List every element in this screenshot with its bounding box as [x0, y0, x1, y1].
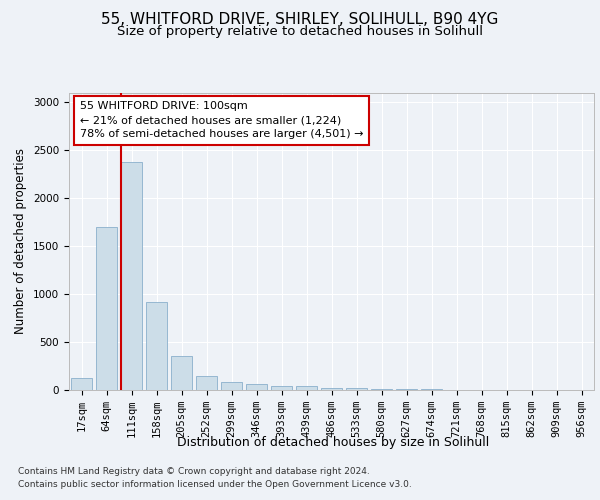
Text: Contains HM Land Registry data © Crown copyright and database right 2024.: Contains HM Land Registry data © Crown c…	[18, 467, 370, 476]
Text: Size of property relative to detached houses in Solihull: Size of property relative to detached ho…	[117, 25, 483, 38]
Bar	[96, 227, 117, 390]
Text: Distribution of detached houses by size in Solihull: Distribution of detached houses by size …	[177, 436, 489, 449]
Bar	[171, 356, 192, 390]
Y-axis label: Number of detached properties: Number of detached properties	[14, 148, 28, 334]
Bar	[321, 388, 342, 390]
Text: 55, WHITFORD DRIVE, SHIRLEY, SOLIHULL, B90 4YG: 55, WHITFORD DRIVE, SHIRLEY, SOLIHULL, B…	[101, 12, 499, 28]
Bar	[271, 386, 292, 390]
Bar	[246, 384, 267, 390]
Bar	[71, 378, 92, 390]
Text: Contains public sector information licensed under the Open Government Licence v3: Contains public sector information licen…	[18, 480, 412, 489]
Bar	[196, 376, 217, 390]
Bar	[396, 389, 417, 390]
Bar	[346, 388, 367, 390]
Bar	[146, 302, 167, 390]
Bar	[296, 386, 317, 390]
Bar	[221, 382, 242, 390]
Bar	[121, 162, 142, 390]
Bar	[371, 388, 392, 390]
Bar	[421, 389, 442, 390]
Text: 55 WHITFORD DRIVE: 100sqm
← 21% of detached houses are smaller (1,224)
78% of se: 55 WHITFORD DRIVE: 100sqm ← 21% of detac…	[79, 102, 363, 140]
